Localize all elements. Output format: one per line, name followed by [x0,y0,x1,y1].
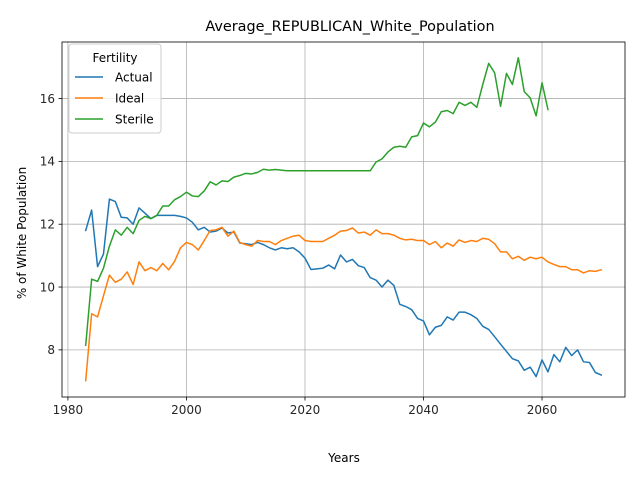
y-tick-label: 16 [40,92,55,106]
x-tick-label: 2040 [408,403,439,417]
legend-label-actual: Actual [115,71,153,85]
y-tick-label: 8 [47,343,55,357]
x-tick-label: 2060 [527,403,558,417]
legend-label-ideal: Ideal [115,92,144,106]
legend-label-sterile: Sterile [115,113,154,127]
series-line-sterile [84,56,549,346]
y-tick-label: 10 [40,280,55,294]
legend-box [68,43,162,134]
series-line-ideal [84,226,603,382]
x-tick-label: 2020 [290,403,321,417]
legend: Fertility Actual Ideal Sterile [68,43,162,134]
x-tick-label: 2000 [171,403,202,417]
series-lines [84,56,603,382]
x-tick-label: 1980 [53,403,84,417]
y-tick-label: 14 [40,155,55,169]
legend-title: Fertility [92,51,137,65]
axis-ticks: 1980 2000 2020 2040 2060 8 10 12 14 16 [40,92,558,417]
x-axis-title: Years [327,451,360,465]
chart-title: Average_REPUBLICAN_White_Population [205,19,494,35]
plot-frame [61,41,626,398]
y-axis-title: % of White Population [15,167,29,299]
series-line-actual [84,198,603,378]
y-tick-label: 12 [40,218,55,232]
